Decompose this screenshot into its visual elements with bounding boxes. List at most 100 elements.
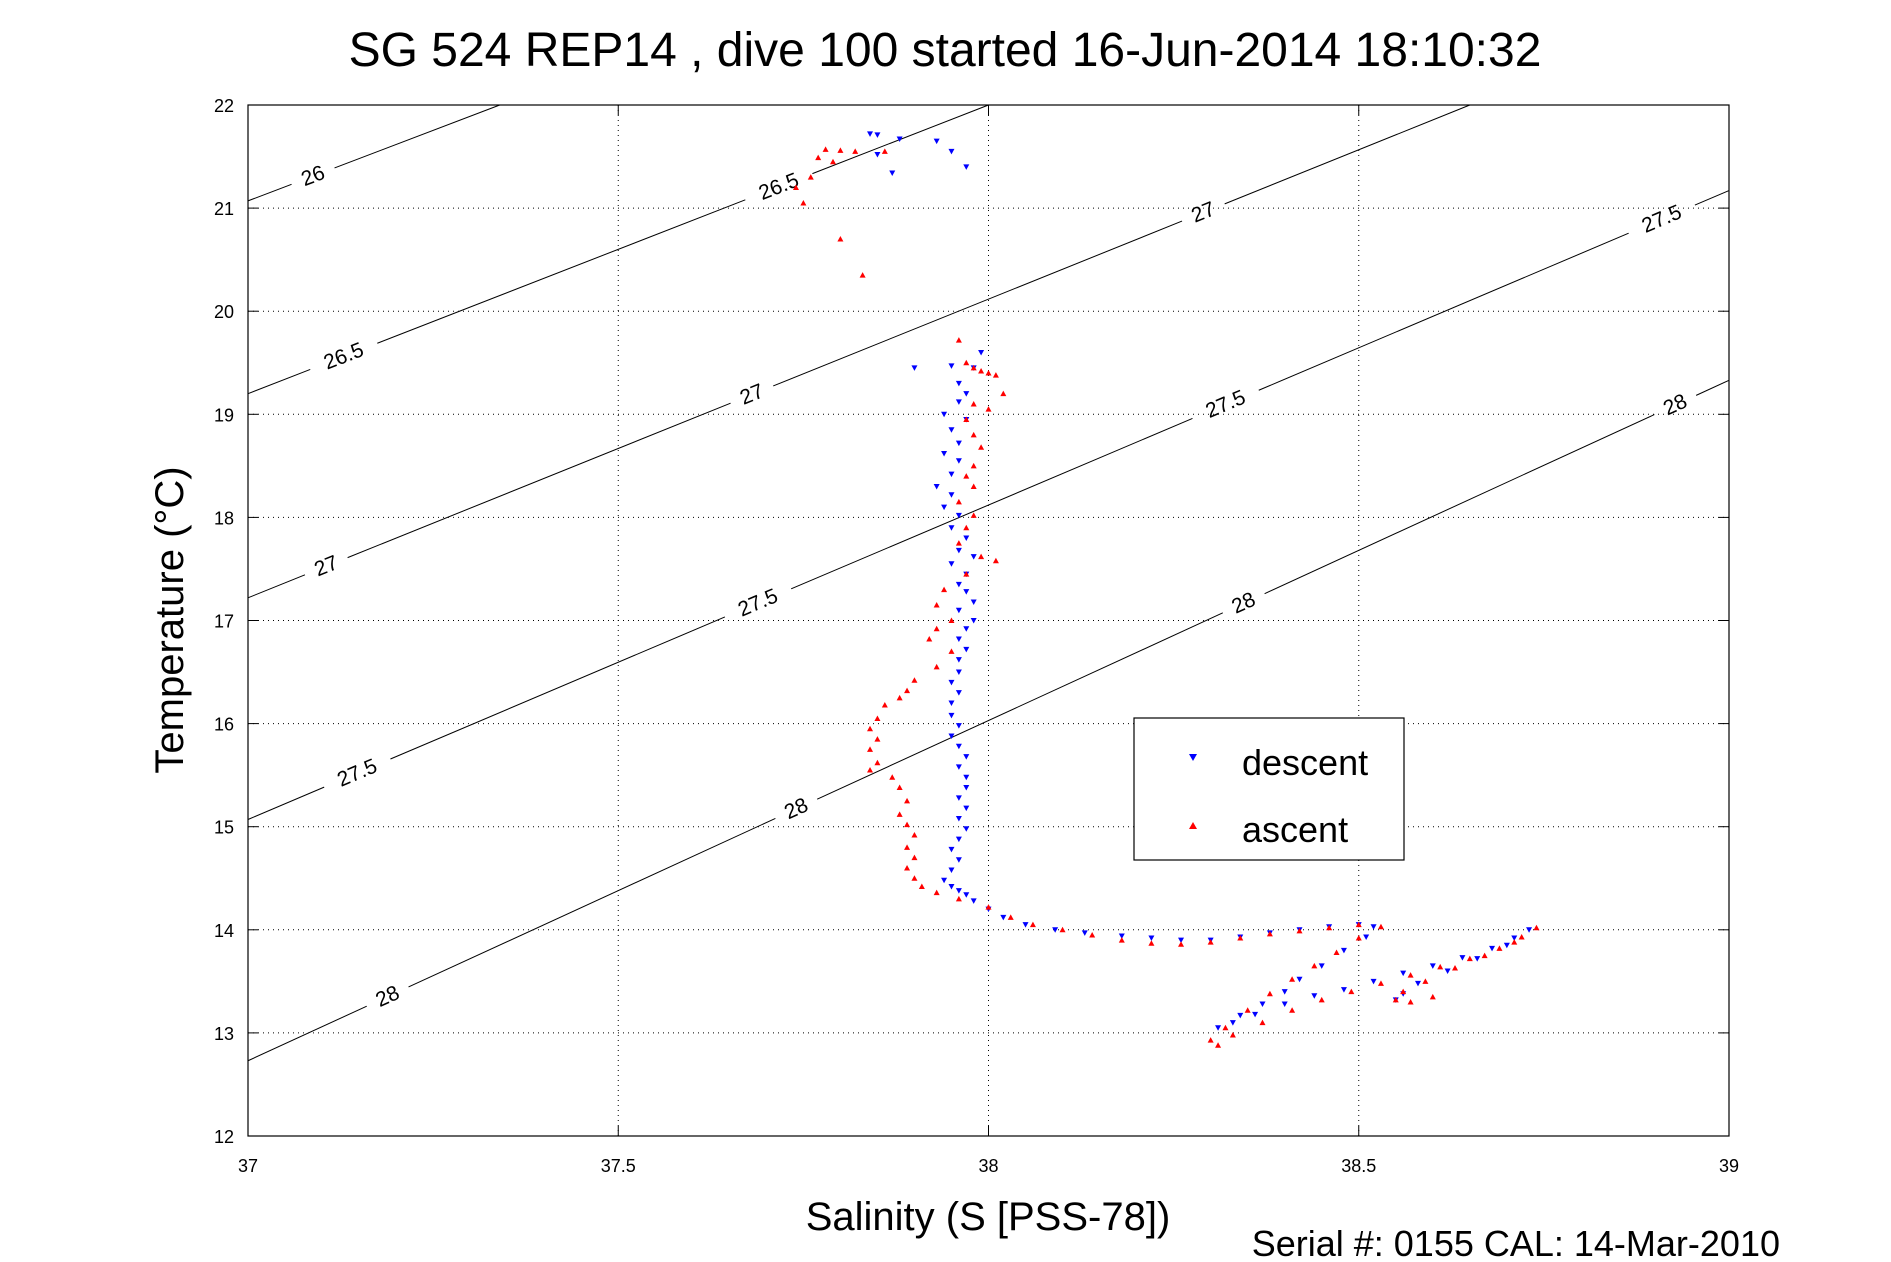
- descent-point: [963, 589, 970, 595]
- ascent-point: [978, 553, 985, 560]
- ascent-point: [874, 715, 881, 721]
- ascent-point: [1496, 945, 1503, 951]
- descent-point: [933, 483, 940, 490]
- descent-point: [955, 764, 962, 770]
- ascent-point: [985, 370, 992, 376]
- ascent-point: [874, 759, 881, 766]
- descent-point: [970, 898, 977, 904]
- ascent-point: [837, 147, 844, 153]
- descent-point: [941, 877, 948, 884]
- ascent-point: [1148, 940, 1155, 946]
- descent-point: [955, 795, 962, 801]
- descent-point: [896, 136, 903, 143]
- ascent-point: [904, 844, 911, 850]
- axis-ticks: 37 37.5 38 38.5 39 12 13 14 15 16 17 18 19 20 21 22: [214, 96, 1739, 1176]
- ascent-point: [1511, 939, 1518, 945]
- descent-point: [970, 618, 977, 624]
- descent-point: [955, 380, 962, 387]
- descent-point: [1252, 1011, 1259, 1018]
- descent-point: [955, 836, 962, 843]
- ascent-point: [970, 483, 977, 489]
- ascent-point: [955, 540, 962, 546]
- descent-point: [955, 512, 962, 519]
- density-contour-line: [247, 1005, 367, 1062]
- descent-point: [1000, 914, 1007, 921]
- descent-point: [1503, 942, 1510, 949]
- density-contour-line: [247, 574, 306, 599]
- descent-point: [933, 138, 940, 145]
- ascent-point: [904, 687, 911, 694]
- ascent-point: [889, 774, 896, 780]
- ascent-point: [896, 784, 903, 791]
- ascent-point: [896, 694, 903, 701]
- density-contour-label: 27.5: [1202, 386, 1249, 423]
- y-tick-label: 20: [214, 302, 234, 322]
- descent-point: [1281, 1001, 1288, 1008]
- descent-point: [1370, 978, 1377, 985]
- ascent-point: [867, 746, 874, 752]
- legend-ascent-marker: [1189, 822, 1197, 829]
- ascent-point: [955, 498, 962, 505]
- ascent-point: [985, 406, 992, 412]
- descent-point: [948, 712, 955, 719]
- descent-point: [963, 785, 970, 791]
- descent-point: [948, 846, 955, 853]
- descent-point: [955, 723, 962, 729]
- descent-point: [1370, 924, 1377, 930]
- ascent-point: [904, 864, 911, 871]
- ascent-point: [992, 557, 999, 564]
- ascent-point: [1215, 1042, 1222, 1048]
- density-contour-label: 26.5: [321, 338, 367, 374]
- legend-ascent-label: ascent: [1242, 809, 1348, 850]
- ascent-point: [867, 766, 874, 773]
- ascent-point: [881, 702, 888, 708]
- descent-point: [1318, 963, 1325, 969]
- descent-point: [955, 581, 962, 588]
- ascent-point: [955, 337, 962, 343]
- ascent-point: [911, 831, 918, 838]
- ascent-point: [1207, 1037, 1214, 1043]
- descent-point: [948, 363, 955, 369]
- grid-lines: [248, 105, 1729, 1136]
- ascent-point: [837, 236, 844, 242]
- ascent-point: [941, 586, 948, 593]
- descent-point: [889, 170, 896, 177]
- descent-point: [963, 826, 970, 832]
- ascent-point: [933, 625, 940, 632]
- ascent-point: [1518, 934, 1525, 940]
- descent-point: [1022, 922, 1029, 928]
- y-tick-label: 19: [214, 405, 234, 425]
- descent-point: [1237, 1012, 1244, 1019]
- density-contour-label: 27.5: [735, 584, 782, 621]
- ascent-point: [970, 431, 977, 438]
- descent-point: [1474, 956, 1481, 962]
- ascent-point: [933, 889, 940, 896]
- descent-point: [948, 883, 955, 890]
- descent-point: [1444, 968, 1451, 975]
- density-contour-line: [377, 199, 746, 344]
- density-contour-line: [1264, 414, 1655, 595]
- ascent-point: [970, 364, 977, 371]
- y-tick-label: 12: [214, 1127, 234, 1147]
- density-contour-line: [1224, 104, 1471, 205]
- descent-point: [948, 679, 955, 686]
- ascent-point: [1266, 930, 1273, 937]
- ascent-point: [874, 736, 881, 742]
- descent-point: [970, 554, 977, 560]
- ascent-point: [822, 146, 829, 152]
- x-tick-label: 39: [1719, 1156, 1739, 1176]
- density-contour-line: [1258, 232, 1629, 391]
- ascent-point: [948, 648, 955, 654]
- descent-point: [948, 525, 955, 531]
- ascent-point: [1452, 964, 1459, 971]
- ascent-point: [1296, 927, 1303, 934]
- density-contour-line: [1694, 190, 1730, 206]
- y-tick-label: 13: [214, 1024, 234, 1044]
- ascent-point: [1266, 990, 1273, 997]
- descent-point: [1340, 947, 1347, 954]
- ascent-point: [1407, 972, 1414, 978]
- descent-point: [941, 411, 948, 418]
- descent-point: [955, 657, 962, 663]
- descent-point: [970, 599, 977, 605]
